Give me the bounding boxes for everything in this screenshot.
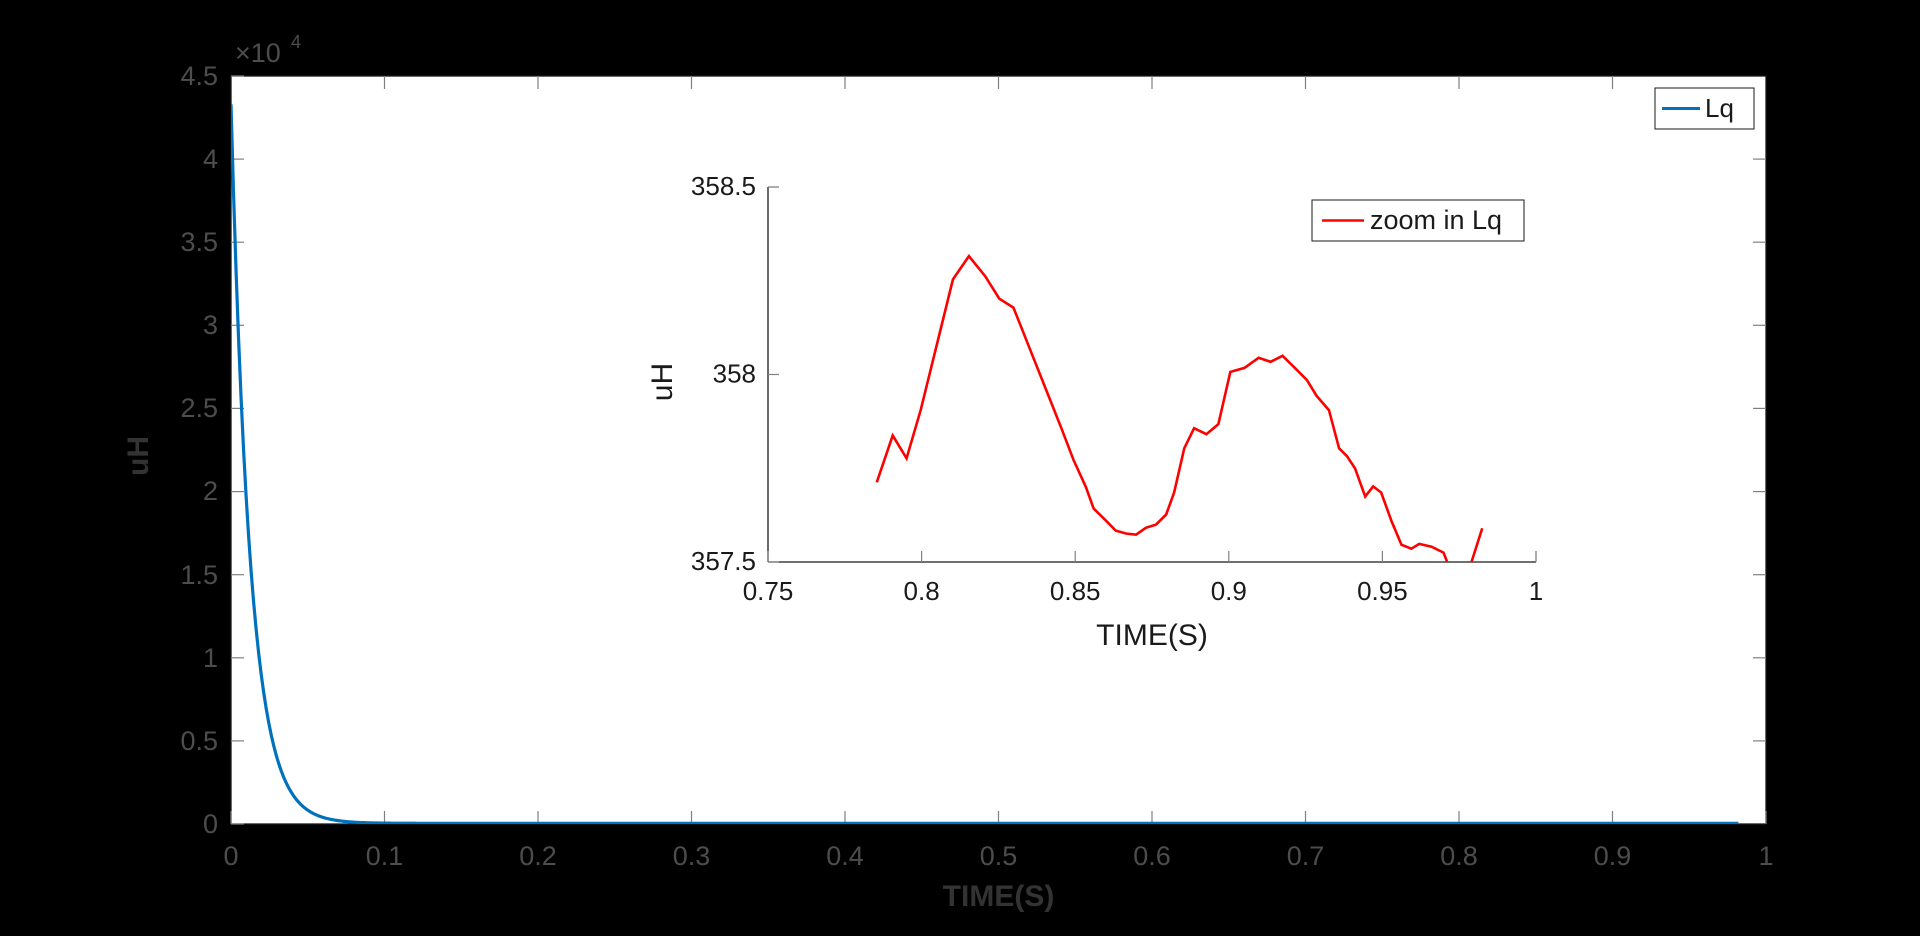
svg-text:uH: uH bbox=[122, 436, 155, 476]
svg-text:0.9: 0.9 bbox=[1594, 841, 1632, 871]
svg-text:0.2: 0.2 bbox=[519, 841, 557, 871]
svg-text:3.5: 3.5 bbox=[180, 227, 218, 257]
svg-text:0.95: 0.95 bbox=[1357, 576, 1408, 606]
svg-text:×10: ×10 bbox=[235, 38, 281, 68]
svg-text:TIME(S): TIME(S) bbox=[943, 880, 1055, 913]
svg-text:0.5: 0.5 bbox=[980, 841, 1018, 871]
svg-text:0.85: 0.85 bbox=[1050, 576, 1101, 606]
svg-text:4: 4 bbox=[291, 32, 301, 52]
svg-text:2: 2 bbox=[203, 476, 218, 506]
svg-text:2.5: 2.5 bbox=[180, 393, 218, 423]
svg-text:0: 0 bbox=[223, 841, 238, 871]
svg-text:TIME(S): TIME(S) bbox=[1096, 619, 1208, 652]
svg-text:0.6: 0.6 bbox=[1133, 841, 1171, 871]
svg-text:0.8: 0.8 bbox=[904, 576, 940, 606]
svg-text:0.5: 0.5 bbox=[180, 726, 218, 756]
svg-text:358.5: 358.5 bbox=[691, 171, 756, 201]
svg-text:0.7: 0.7 bbox=[1287, 841, 1325, 871]
svg-text:0: 0 bbox=[203, 809, 218, 839]
svg-text:357.5: 357.5 bbox=[691, 546, 756, 576]
svg-text:1: 1 bbox=[1758, 841, 1773, 871]
svg-text:358: 358 bbox=[713, 359, 756, 389]
svg-text:zoom in Lq: zoom in Lq bbox=[1370, 205, 1502, 235]
svg-text:1: 1 bbox=[203, 643, 218, 673]
svg-text:1: 1 bbox=[1529, 576, 1543, 606]
svg-text:0.9: 0.9 bbox=[1211, 576, 1247, 606]
svg-text:0.3: 0.3 bbox=[673, 841, 711, 871]
svg-text:1.5: 1.5 bbox=[180, 560, 218, 590]
svg-text:Lq: Lq bbox=[1705, 93, 1734, 123]
svg-text:0.8: 0.8 bbox=[1440, 841, 1478, 871]
svg-text:0.75: 0.75 bbox=[743, 576, 794, 606]
svg-text:0.1: 0.1 bbox=[366, 841, 404, 871]
svg-text:4: 4 bbox=[203, 144, 218, 174]
svg-text:3: 3 bbox=[203, 310, 218, 340]
svg-text:4.5: 4.5 bbox=[180, 61, 218, 91]
svg-text:0.4: 0.4 bbox=[826, 841, 864, 871]
svg-text:uH: uH bbox=[646, 363, 679, 401]
